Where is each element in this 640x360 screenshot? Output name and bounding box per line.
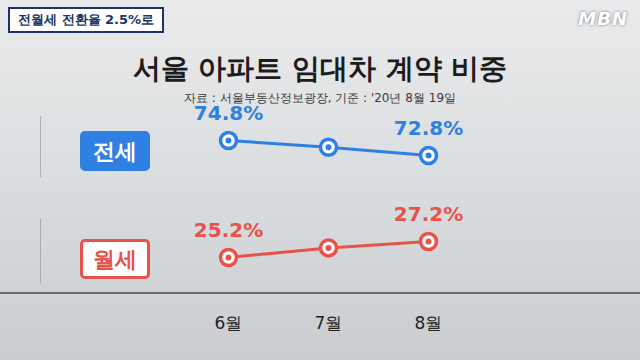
html-text:전세: 전세 xyxy=(93,139,137,164)
html-text:전월세 전환율 2.5%로: 전월세 전환율 2.5%로 xyxy=(18,12,155,27)
svg-text:7월: 7월 xyxy=(315,313,343,333)
html-text:자료 : 서울부동산정보광장, 기준 : '20년 8월 1: 자료 : 서울부동산정보광장, 기준 : '20년 8월 19일 xyxy=(184,91,456,105)
svg-text:74.8%: 74.8% xyxy=(193,100,264,125)
html-text:MBN: MBN xyxy=(578,8,628,29)
svg-text:6월: 6월 xyxy=(215,313,243,333)
html-text:월세: 월세 xyxy=(93,247,137,272)
html-text:서울 아파트 임대차 계약 비중: 서울 아파트 임대차 계약 비중 xyxy=(132,52,508,85)
svg-text:8월: 8월 xyxy=(415,313,443,333)
svg-text:72.8%: 72.8% xyxy=(394,116,463,140)
svg-text:25.2%: 25.2% xyxy=(194,218,263,242)
svg-text:27.2%: 27.2% xyxy=(394,202,463,226)
